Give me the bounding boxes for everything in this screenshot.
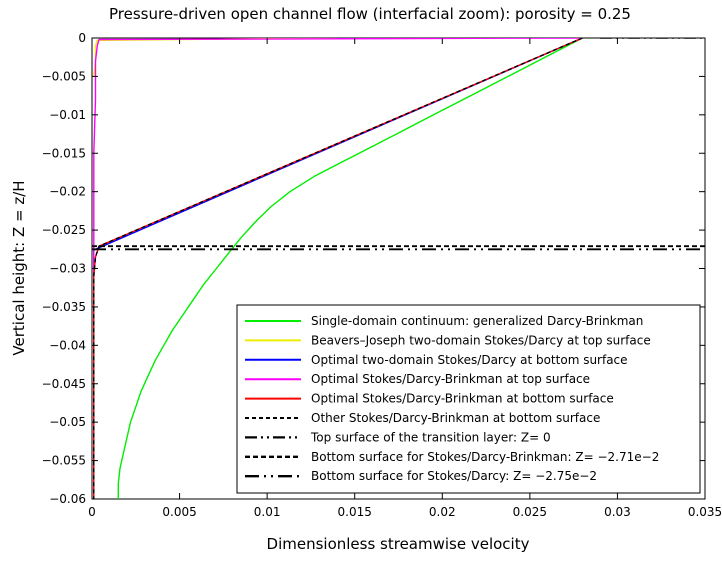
y-tick-label: −0.015 xyxy=(42,146,86,160)
y-tick-label: −0.04 xyxy=(49,338,86,352)
x-tick-label: 0.035 xyxy=(688,505,722,519)
y-tick-label: −0.025 xyxy=(42,223,86,237)
legend-label-9: Bottom surface for Stokes/Darcy: Z= −2.7… xyxy=(311,469,597,483)
x-tick-label: 0.015 xyxy=(338,505,372,519)
legend-label-4: Optimal Stokes/Darcy-Brinkman at top sur… xyxy=(311,372,590,386)
y-tick-label: −0.03 xyxy=(49,262,86,276)
legend-label-5: Optimal Stokes/Darcy-Brinkman at bottom … xyxy=(311,392,614,406)
y-axis-label: Vertical height: Z = z/H xyxy=(10,180,28,355)
y-tick-label: −0.035 xyxy=(42,300,86,314)
x-tick-label: 0.025 xyxy=(513,505,547,519)
legend-label-3: Optimal two-domain Stokes/Darcy at botto… xyxy=(311,353,628,367)
y-tick-label: −0.005 xyxy=(42,69,86,83)
legend-label-6: Other Stokes/Darcy-Brinkman at bottom su… xyxy=(311,411,600,425)
x-tick-label: 0.01 xyxy=(254,505,281,519)
y-tick-label: −0.05 xyxy=(49,415,86,429)
legend: Single-domain continuum: generalized Dar… xyxy=(236,304,701,494)
x-axis-label: Dimensionless streamwise velocity xyxy=(267,535,530,553)
y-tick-label: −0.055 xyxy=(42,454,86,468)
x-tick-label: 0.02 xyxy=(429,505,456,519)
x-tick-label: 0 xyxy=(88,505,96,519)
series-line-1 xyxy=(117,38,583,499)
legend-label-1: Single-domain continuum: generalized Dar… xyxy=(311,314,643,328)
y-tick-label: −0.045 xyxy=(42,377,86,391)
x-tick-label: 0.03 xyxy=(604,505,631,519)
y-tick-label: −0.01 xyxy=(49,108,86,122)
y-tick-label: 0 xyxy=(78,31,86,45)
x-tick-label: 0.005 xyxy=(162,505,196,519)
y-tick-label: −0.06 xyxy=(49,492,86,506)
legend-label-7: Top surface of the transition layer: Z= … xyxy=(310,430,551,444)
y-tick-label: −0.02 xyxy=(49,185,86,199)
series-line-6 xyxy=(93,38,583,499)
legend-label-2: Beavers–Joseph two-domain Stokes/Darcy a… xyxy=(311,333,651,347)
legend-label-8: Bottom surface for Stokes/Darcy-Brinkman… xyxy=(311,450,659,464)
chart-title: Pressure-driven open channel flow (inter… xyxy=(109,5,631,23)
legend-box xyxy=(236,304,701,494)
